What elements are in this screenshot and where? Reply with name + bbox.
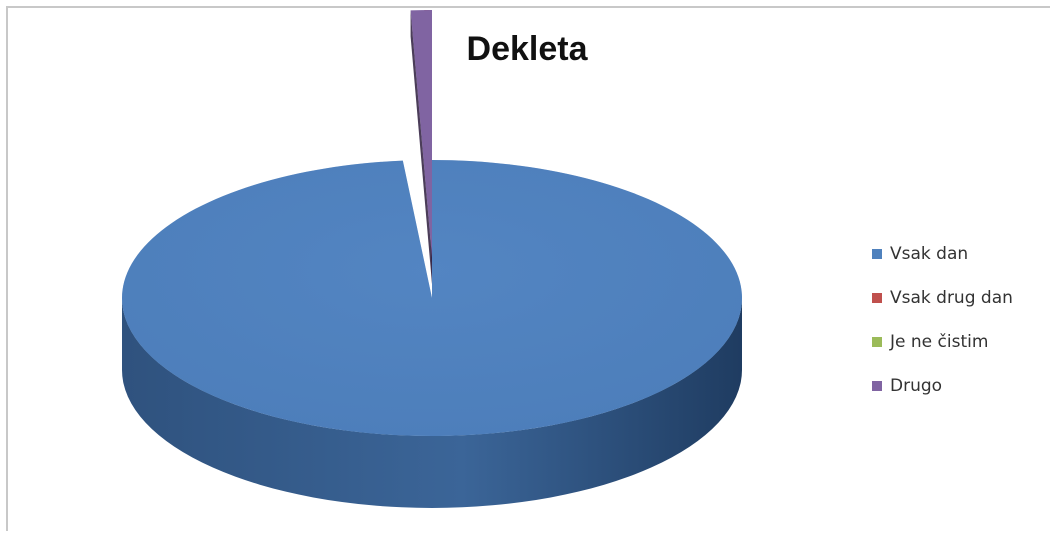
legend-item-vsak-dan: Vsak dan <box>872 232 1013 276</box>
legend-item-je-ne-cistim: Je ne čistim <box>872 320 1013 364</box>
chart-title: Dekleta <box>466 30 588 68</box>
legend-swatch <box>872 381 882 391</box>
pie-slice-drugo <box>410 10 432 258</box>
legend-swatch <box>872 337 882 347</box>
legend-label: Je ne čistim <box>890 332 989 352</box>
pie-slice-edge <box>410 10 432 285</box>
pie-slice-highlight <box>122 160 743 436</box>
legend-item-vsak-drug-dan: Vsak drug dan <box>872 276 1013 320</box>
legend-label: Drugo <box>890 376 943 396</box>
pie-slice-side-vsak-dan <box>122 298 742 508</box>
legend-label: Vsak dan <box>890 244 969 264</box>
legend: Vsak dan Vsak drug dan Je ne čistim Drug… <box>872 232 1013 408</box>
legend-swatch <box>872 249 882 259</box>
legend-swatch <box>872 293 882 303</box>
legend-label: Vsak drug dan <box>890 288 1013 308</box>
legend-item-drugo: Drugo <box>872 364 1013 408</box>
